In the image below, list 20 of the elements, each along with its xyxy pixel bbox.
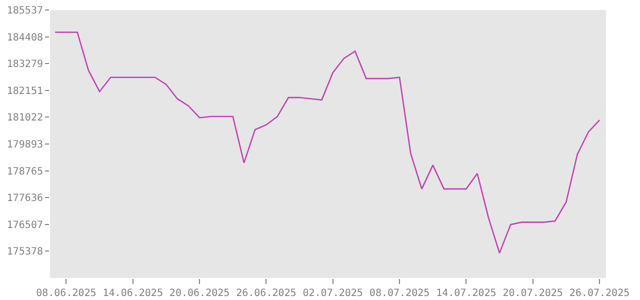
x-tick-label: 14.07.2025 xyxy=(436,288,496,299)
x-tick-label: 02.07.2025 xyxy=(302,288,363,299)
y-tick-label: 185537 xyxy=(6,6,43,16)
x-tick-label: 14.06.2025 xyxy=(102,288,163,299)
y-tick-label: 181022 xyxy=(6,112,43,124)
y-tick-label: 182151 xyxy=(6,86,43,97)
y-tick-label: 179893 xyxy=(6,140,43,150)
y-tick-label: 175378 xyxy=(6,246,43,258)
y-tick-label: 183279 xyxy=(6,59,43,70)
x-tick-label: 20.07.2025 xyxy=(502,288,563,299)
line-series xyxy=(54,32,600,254)
x-tick-label: 26.07.2025 xyxy=(569,288,630,299)
y-tick-label: 184408 xyxy=(6,32,43,44)
y-tick-label: 177636 xyxy=(6,193,43,204)
y-tick-label: 178765 xyxy=(6,166,43,178)
x-tick-label: 26.06.2025 xyxy=(236,288,296,299)
x-tick-label: 08.07.2025 xyxy=(369,288,430,299)
x-tick-label: 08.06.2025 xyxy=(36,288,96,299)
x-tick-label: 20.06.2025 xyxy=(169,288,230,299)
y-tick-label: 176507 xyxy=(6,220,43,231)
